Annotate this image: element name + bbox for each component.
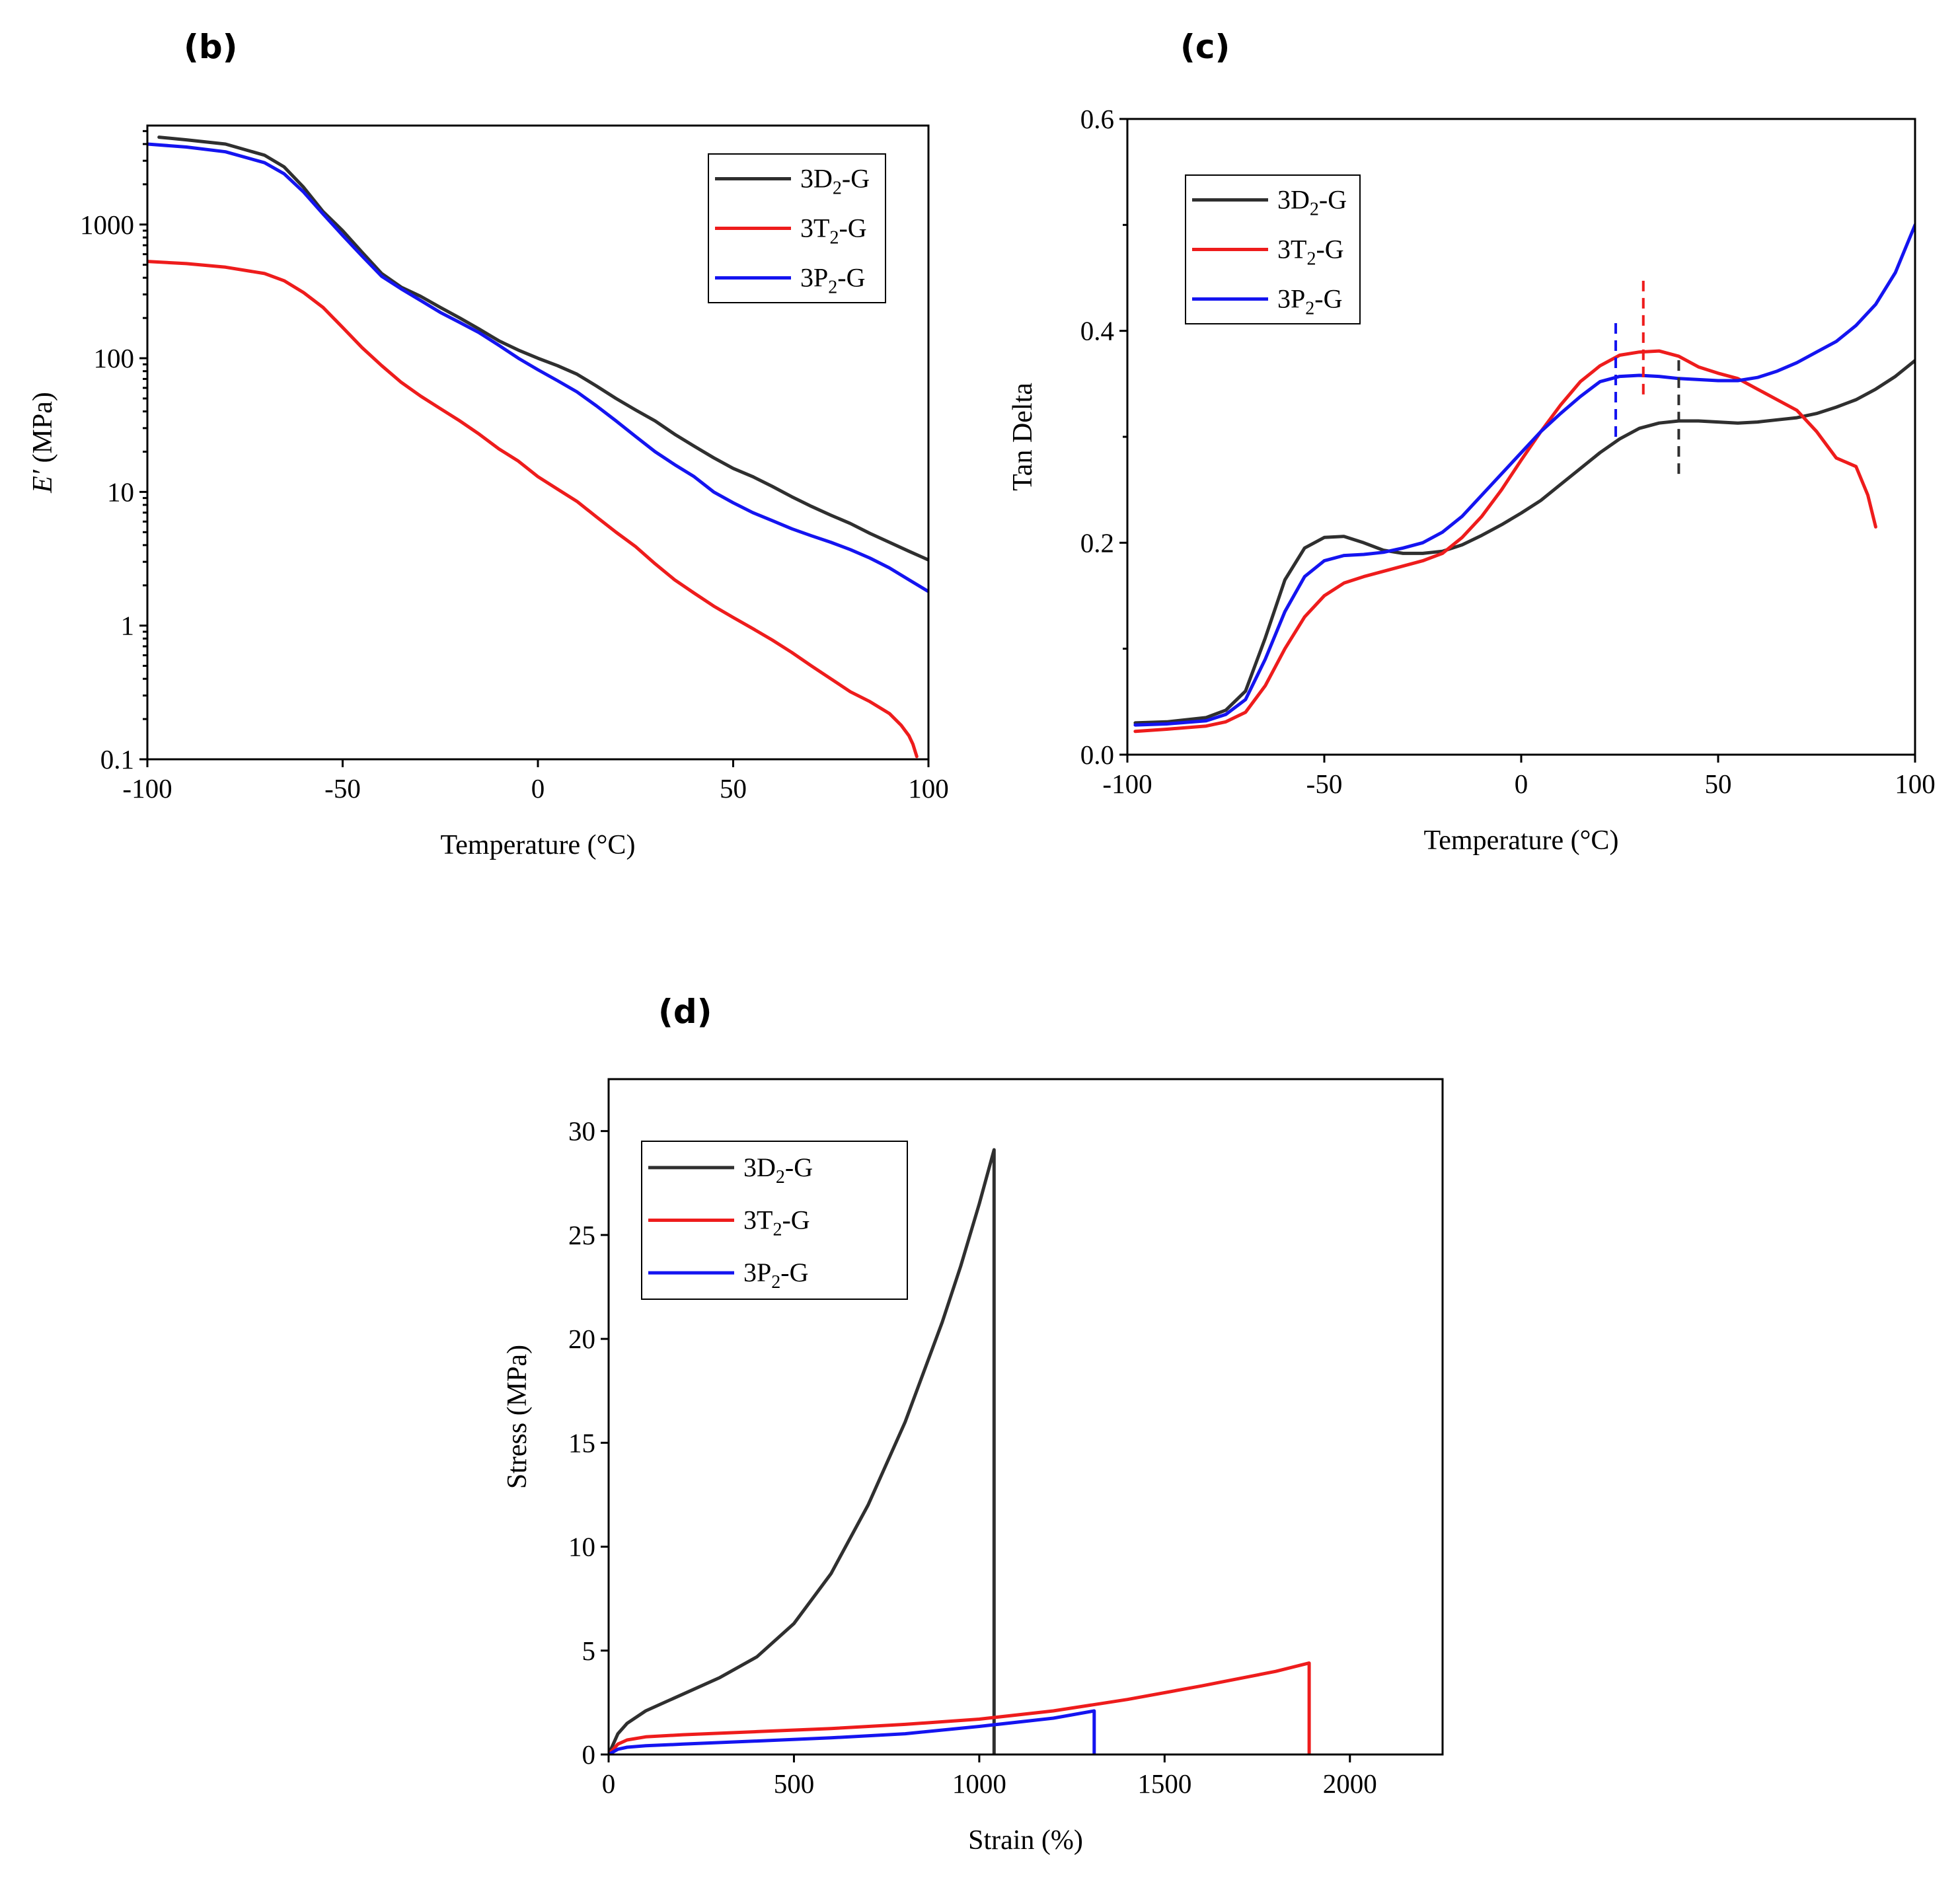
y-tick-label: 1000 bbox=[80, 209, 134, 240]
y-axis-unit: (MPa) bbox=[28, 392, 58, 470]
x-tick-label: 50 bbox=[720, 773, 747, 804]
series-group bbox=[147, 135, 928, 759]
series-line-D-c bbox=[1133, 359, 1915, 725]
legend: 3D2-G 3T2-G 3P2-G bbox=[641, 1141, 908, 1300]
y-tick-label: 10 bbox=[107, 476, 134, 507]
x-tick-label: 1500 bbox=[1137, 1768, 1191, 1799]
series-line-D-d bbox=[609, 1148, 996, 1754]
x-tick-label: 2000 bbox=[1323, 1768, 1377, 1799]
y-axis-title: Tan Delta bbox=[1008, 383, 1038, 491]
series-line-D-b bbox=[157, 135, 928, 562]
legend-label: 3D2-G bbox=[800, 164, 870, 199]
y-tick-label: 10 bbox=[568, 1532, 595, 1562]
y-tick-label: 100 bbox=[94, 343, 135, 373]
panel-label-d: (d) bbox=[658, 993, 712, 1031]
y-tick-label: 5 bbox=[582, 1636, 596, 1666]
series-line-P-c bbox=[1133, 223, 1915, 727]
legend-label: 3P2-G bbox=[743, 1258, 808, 1293]
x-tick-label: -100 bbox=[1102, 769, 1152, 799]
x-tick-label: -50 bbox=[324, 773, 361, 804]
series-line-P-d bbox=[609, 1709, 1096, 1754]
y-tick-label: 20 bbox=[568, 1324, 595, 1354]
x-tick-label: 500 bbox=[774, 1768, 815, 1799]
y-axis-symbol: E′ bbox=[28, 469, 58, 494]
x-tick-label: 1000 bbox=[952, 1768, 1006, 1799]
x-tick-label: 100 bbox=[908, 773, 949, 804]
x-axis-title: Temperature (°C) bbox=[441, 830, 636, 860]
x-axis-title: Strain (%) bbox=[968, 1825, 1083, 1856]
x-axis-title: Temperature (°C) bbox=[1424, 825, 1619, 856]
y-tick-label: 25 bbox=[568, 1220, 595, 1250]
x-tick-label: -50 bbox=[1306, 769, 1343, 799]
legend-label: 3P2-G bbox=[1277, 284, 1342, 319]
x-tick-label: 50 bbox=[1705, 769, 1732, 799]
chart-b: (b) -100 -50 0 50 100 0.1 1 10 100 1000 Temperature… bbox=[28, 28, 949, 860]
x-tick-label: 100 bbox=[1895, 769, 1936, 799]
legend-label: 3P2-G bbox=[800, 263, 865, 298]
y-tick-label: 30 bbox=[568, 1116, 595, 1147]
y-tick-label: 1 bbox=[121, 611, 135, 641]
chart-d: (d) 0 500 1000 1500 2000 0 5 10 15 20 25 30 Strain (%… bbox=[502, 993, 1444, 1856]
y-tick-label: 0.1 bbox=[100, 744, 134, 774]
y-tick-label: 0.6 bbox=[1080, 104, 1114, 134]
legend-label: 3D2-G bbox=[743, 1152, 813, 1188]
series-line-P-b bbox=[147, 142, 928, 593]
panel-label-c: (c) bbox=[1180, 28, 1230, 66]
series-line-T-c bbox=[1133, 349, 1877, 734]
x-tick-label: 0 bbox=[531, 773, 545, 804]
chart-c: (c) -100 -50 0 50 100 0.0 0.2 0.4 0.6 Temperature … bbox=[1008, 28, 1936, 856]
x-tick-label: -100 bbox=[122, 773, 172, 804]
legend-label: 3T2-G bbox=[800, 213, 867, 248]
y-tick-label: 0 bbox=[582, 1739, 596, 1770]
legend: 3D2-G 3T2-G 3P2-G bbox=[708, 153, 886, 303]
legend-label: 3D2-G bbox=[1277, 185, 1347, 220]
x-tick-label: 0 bbox=[602, 1768, 616, 1799]
legend-label: 3T2-G bbox=[1277, 235, 1344, 270]
y-tick-label: 0.2 bbox=[1080, 527, 1114, 558]
series-line-T-d bbox=[609, 1661, 1311, 1754]
series-group bbox=[609, 1148, 1311, 1754]
y-tick-label: 0.0 bbox=[1080, 739, 1114, 770]
plot-frame bbox=[607, 1078, 1444, 1756]
y-tick-label: 15 bbox=[568, 1427, 595, 1458]
legend: 3D2-G 3T2-G 3P2-G bbox=[1185, 174, 1361, 324]
legend-label: 3T2-G bbox=[743, 1205, 810, 1240]
y-axis-title: E′ (MPa) bbox=[28, 392, 58, 494]
y-tick-label: 0.4 bbox=[1080, 316, 1114, 346]
y-axis-title: Stress (MPa) bbox=[502, 1345, 533, 1489]
series-group bbox=[1133, 223, 1915, 734]
x-tick-label: 0 bbox=[1515, 769, 1528, 799]
panel-label-b: (b) bbox=[184, 28, 238, 66]
series-line-T-b bbox=[147, 260, 919, 759]
